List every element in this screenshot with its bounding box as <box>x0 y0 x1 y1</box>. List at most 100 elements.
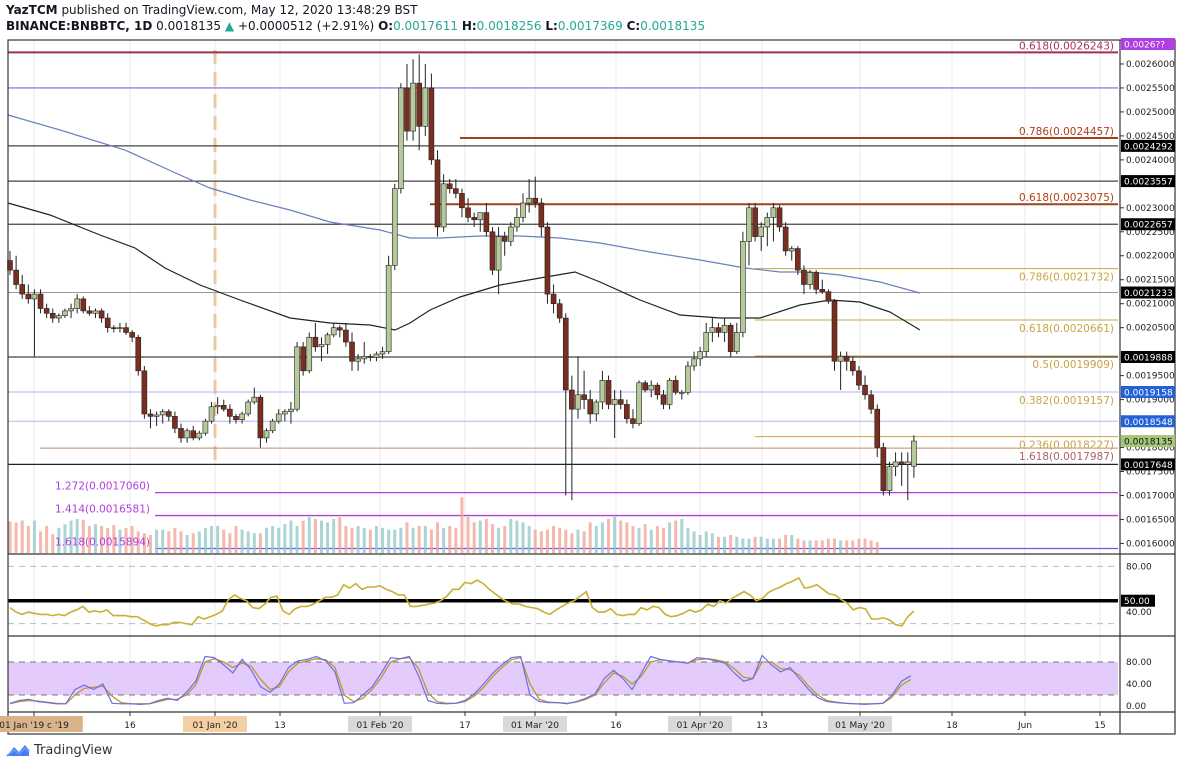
volume-bar <box>228 533 232 553</box>
candle-down <box>501 236 508 242</box>
candle-down <box>123 327 129 333</box>
candle-up <box>330 327 337 336</box>
volume-bar <box>252 533 256 553</box>
candle-up <box>153 414 160 417</box>
candle-up <box>764 217 771 228</box>
volume-bar <box>765 538 769 553</box>
y-tick-label: 0.0017000 <box>1126 491 1175 501</box>
candle-up <box>318 344 325 348</box>
rsi-line <box>9 576 915 627</box>
x-tick-label: 01 Jan '19 c '19 <box>0 721 69 731</box>
candle-down <box>489 231 496 271</box>
y-tick-label: 0.0025000 <box>1126 108 1175 118</box>
volume-bar <box>588 522 592 553</box>
volume-bar <box>545 529 549 553</box>
price-tag[interactable] <box>1121 386 1175 399</box>
last-price: 0.0018135 <box>156 19 222 33</box>
y-tick-label: 0.0016000 <box>1126 539 1175 549</box>
volume-bar <box>277 527 281 553</box>
y-tick-label: 0.0021000 <box>1126 300 1175 310</box>
symbol-label[interactable]: BINANCE:BNBBTC, 1D <box>6 19 153 33</box>
price-tag[interactable] <box>1121 175 1175 188</box>
y-tick-label: 0.0021500 <box>1126 276 1175 286</box>
y-tick-label: 0.0018000 <box>1126 444 1175 454</box>
y-tick-label: 0.0022000 <box>1126 252 1175 262</box>
candle-down <box>165 411 172 417</box>
candle-down <box>49 312 56 319</box>
stoch-k-line <box>9 654 912 706</box>
price-tag[interactable] <box>1121 351 1175 364</box>
candle-down <box>37 293 44 309</box>
candle-up <box>92 310 99 314</box>
volume-bar <box>576 529 580 553</box>
fib-label: 1.618(0.0015894) <box>55 536 150 548</box>
rsi-pane <box>8 565 1118 627</box>
candle-down <box>898 461 905 465</box>
candle-down <box>795 248 801 271</box>
x-tick-highlight <box>668 716 732 732</box>
price-tag[interactable] <box>1121 435 1175 448</box>
volume-bar <box>832 538 836 553</box>
price-axis[interactable]: 0.00260000.00255000.00250000.00245000.00… <box>1120 38 1175 712</box>
price-tag[interactable] <box>1121 286 1175 299</box>
time-axis[interactable]: 01 Jan '19 c '19 16 01 Jan '20 13 01 Feb '20… <box>0 712 1106 732</box>
volume-bar <box>393 529 397 553</box>
candle-up <box>746 207 752 242</box>
candle-up <box>593 401 600 415</box>
candle-down <box>104 317 111 328</box>
fib-label: 1.618(0.0017987) <box>1019 451 1114 463</box>
fib-label: 0.786(0.0024457) <box>1019 126 1114 138</box>
published-text: published on TradingView.com, May 12, 20… <box>61 3 418 17</box>
candle-down <box>550 293 557 304</box>
y-tick-label: 0.0017500 <box>1126 467 1175 477</box>
volume-bar <box>790 535 794 553</box>
y-tick-label: 0.0024000 <box>1126 156 1175 166</box>
price-tag[interactable] <box>1121 415 1175 428</box>
candle-up <box>691 358 697 367</box>
candle-down <box>404 87 410 132</box>
low-value: 0.0017369 <box>557 19 623 33</box>
volume-bar <box>8 521 12 553</box>
fib-label: 0.618(0.0026243) <box>1019 40 1114 52</box>
tradingview-logo[interactable]: TradingView <box>6 742 113 758</box>
price-candles <box>7 54 917 501</box>
y-tick-label: 0.0016500 <box>1126 515 1175 525</box>
volume-bar <box>814 540 818 553</box>
chart-canvas[interactable]: 0.618(0.0026243) 0.786(0.0024457) 0.618(0.… <box>0 38 1180 738</box>
candle-down <box>776 207 783 228</box>
close-value: 0.0018135 <box>640 19 706 33</box>
y-tick-label: 0.0023000 <box>1126 204 1175 214</box>
volume-bar <box>191 533 195 553</box>
candle-down <box>312 336 319 348</box>
candle-up <box>31 293 38 300</box>
candle-up <box>184 430 190 439</box>
price-tag-label: 0.0022657 <box>1124 221 1173 231</box>
volume-bar <box>460 497 464 553</box>
price-tag[interactable] <box>1121 218 1175 231</box>
candle-up <box>282 411 288 415</box>
volume-bar <box>222 529 226 553</box>
price-tag[interactable] <box>1121 458 1175 471</box>
fib-label: 1.272(0.0017060) <box>55 481 150 493</box>
price-tag[interactable] <box>1121 38 1175 50</box>
volume-bar <box>179 531 183 553</box>
publish-info: YazTCM published on TradingView.com, May… <box>6 2 1176 18</box>
volume-bar <box>246 531 250 553</box>
price-tag-label: 0.0018548 <box>1124 418 1173 428</box>
volume-bar <box>741 538 745 553</box>
x-tick-label: 17 <box>459 721 470 731</box>
volume-bar <box>863 538 867 553</box>
x-tick-highlight <box>183 716 247 732</box>
fib-label: 0.618(0.0023075) <box>1019 192 1114 204</box>
fib-labels: 0.618(0.0026243) 0.786(0.0024457) 0.618(0.… <box>55 40 1114 548</box>
author-name[interactable]: YazTCM <box>6 3 58 17</box>
price-tag[interactable] <box>1121 139 1175 152</box>
volume-bar <box>484 518 488 553</box>
volume-bar <box>319 520 323 553</box>
volume-bar <box>515 520 519 553</box>
price-tag-label: 0.0017648 <box>1124 461 1173 471</box>
candle-down <box>416 82 422 127</box>
y-tick-label: 0.0024500 <box>1126 132 1175 142</box>
volume-bar <box>39 531 43 553</box>
candle-down <box>129 332 135 338</box>
